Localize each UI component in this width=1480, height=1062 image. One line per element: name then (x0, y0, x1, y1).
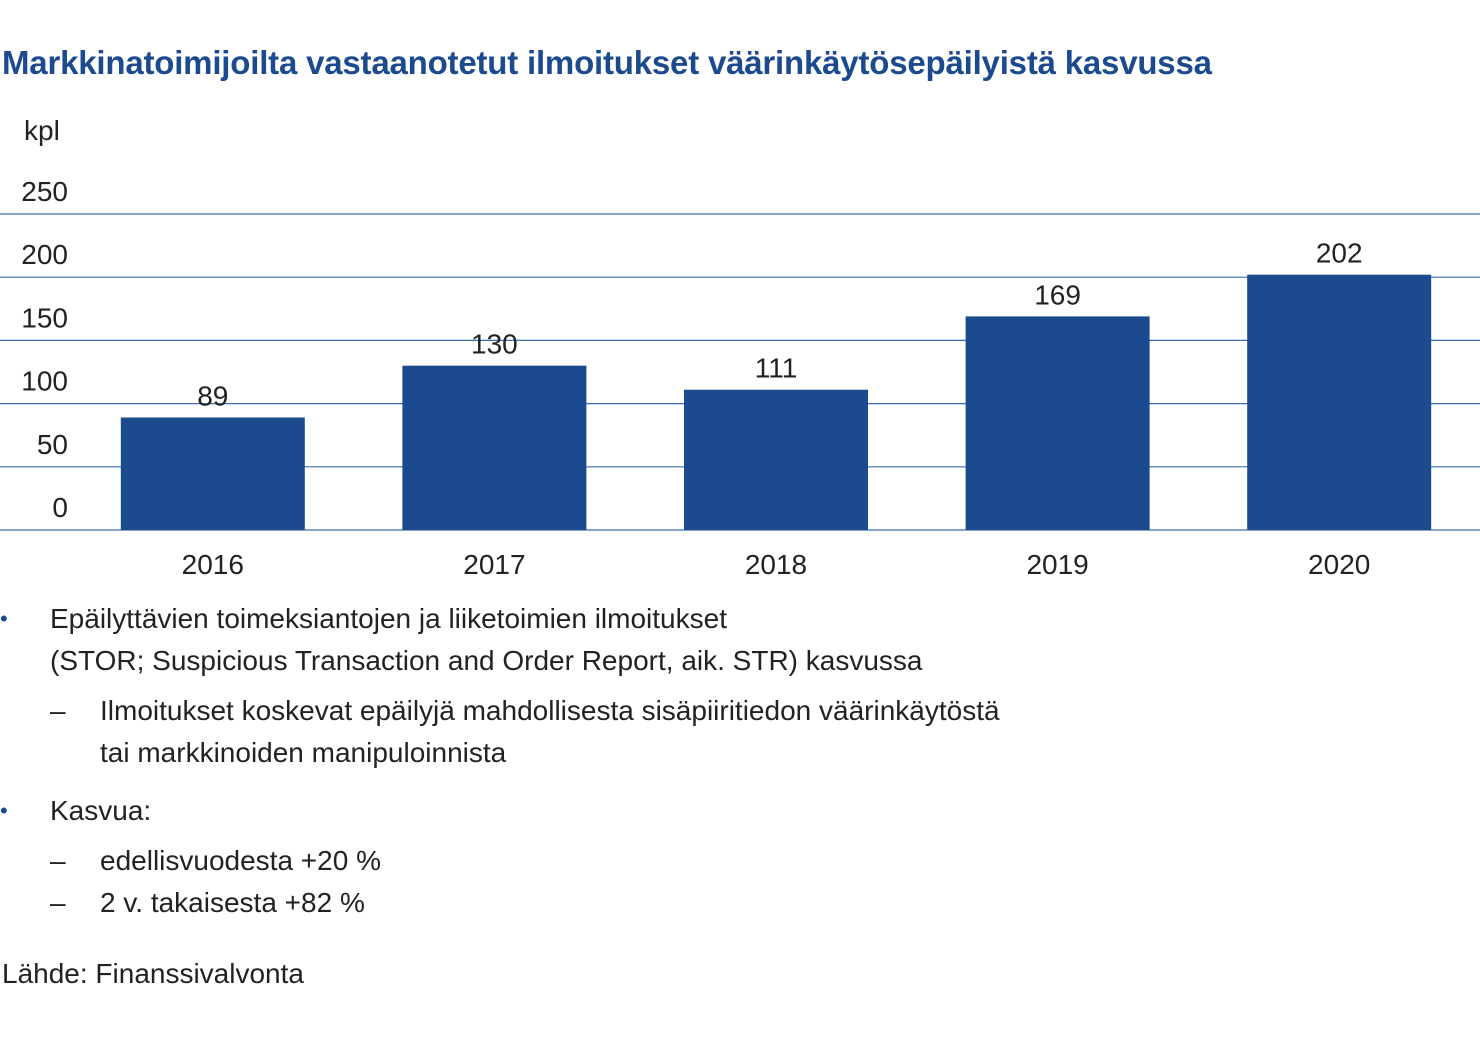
bar (402, 365, 587, 530)
data-label: 111 (755, 353, 798, 384)
y-tick-label: 150 (21, 302, 68, 333)
note-sub-item: – Ilmoitukset koskevat epäilyjä mahdolli… (0, 690, 1400, 774)
note-line: Epäilyttävien toimeksiantojen ja liiketo… (50, 603, 727, 634)
x-tick-label: 2018 (745, 549, 807, 580)
note-bullet-2: • Kasvua: (0, 790, 1400, 832)
y-axis-label: kpl (24, 115, 60, 146)
note-line: edellisvuodesta +20 % (100, 845, 381, 876)
x-tick-label: 2016 (182, 549, 244, 580)
y-tick-label: 100 (21, 366, 68, 397)
note-bullet-1: • Epäilyttävien toimeksiantojen ja liike… (0, 598, 1400, 682)
x-tick-label: 2019 (1026, 549, 1088, 580)
note-sub-item: – 2 v. takaisesta +82 % (0, 882, 1400, 924)
y-tick-label: 0 (52, 492, 68, 523)
data-label: 130 (471, 329, 518, 360)
note-line: (STOR; Suspicious Transaction and Order … (50, 645, 923, 676)
y-tick-label: 200 (21, 239, 68, 270)
bar (965, 316, 1150, 530)
data-label: 169 (1034, 279, 1081, 310)
note-line: Ilmoitukset koskevat epäilyjä mahdollise… (100, 695, 1000, 726)
x-tick-label: 2020 (1308, 549, 1370, 580)
bar (120, 417, 305, 530)
note-line: 2 v. takaisesta +82 % (100, 887, 365, 918)
y-tick-label: 250 (21, 176, 68, 207)
bullet-marker: • (0, 798, 8, 823)
dash-marker: – (50, 695, 66, 726)
note-sub-item: – edellisvuodesta +20 % (0, 840, 1400, 882)
data-label: 89 (197, 381, 228, 412)
bar-chart: kpl 0 50 100 150 200 250 89 2016 130 2017 111 2018 16… (0, 115, 1480, 580)
chart-title: Markkinatoimijoilta vastaanotetut ilmoit… (2, 44, 1212, 81)
y-tick-label: 50 (37, 429, 68, 460)
bar (684, 389, 868, 530)
dash-marker: – (50, 887, 66, 918)
note-line: Kasvua: (50, 795, 152, 826)
data-label: 202 (1316, 238, 1363, 269)
note-line: tai markkinoiden manipuloinnista (100, 737, 507, 768)
bar (1247, 274, 1432, 530)
dash-marker: – (50, 845, 66, 876)
notes-list: • Epäilyttävien toimeksiantojen ja liike… (0, 598, 1400, 924)
source-note: Lähde: Finanssivalvonta (2, 958, 304, 989)
x-tick-label: 2017 (463, 549, 525, 580)
bullet-marker: • (0, 606, 8, 631)
